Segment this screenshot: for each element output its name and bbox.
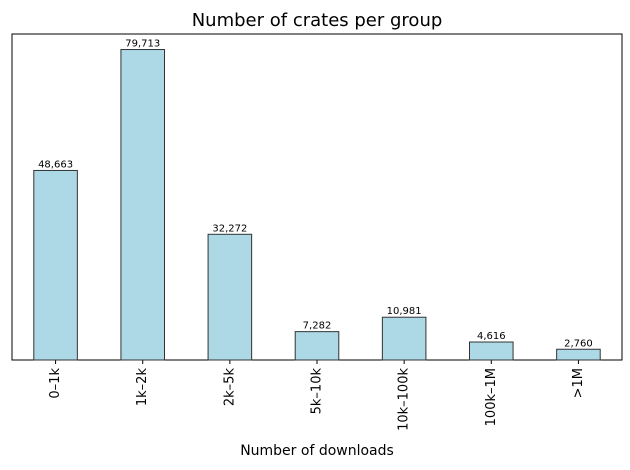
x-tick-label: 5k–10k: [310, 368, 325, 415]
plot-frame: [11, 33, 623, 361]
bar: [207, 233, 253, 361]
x-tick-label: 1k–2k: [135, 368, 150, 407]
value-label: 32,272: [212, 223, 247, 234]
bar: [294, 331, 340, 361]
value-label: 79,713: [125, 39, 160, 50]
x-tick-label: 10k–100k: [397, 368, 412, 431]
bar: [381, 316, 427, 361]
bar: [33, 169, 78, 361]
x-axis-label: Number of downloads: [240, 443, 394, 459]
value-label: 7,282: [303, 321, 332, 332]
x-tick-label: 100k–1M: [484, 368, 499, 426]
bar: [469, 341, 514, 361]
bar: [120, 49, 166, 361]
value-label: 48,663: [38, 159, 73, 170]
x-tick-label: 2k–5k: [222, 368, 237, 407]
value-label: 10,981: [387, 306, 422, 317]
x-tick-label: 0–1k: [48, 368, 63, 399]
bar: [556, 348, 601, 361]
chart-title: Number of crates per group: [192, 10, 443, 31]
x-tick-label: >1M: [571, 368, 586, 398]
value-label: 2,760: [564, 338, 593, 349]
value-label: 4,616: [477, 331, 506, 342]
